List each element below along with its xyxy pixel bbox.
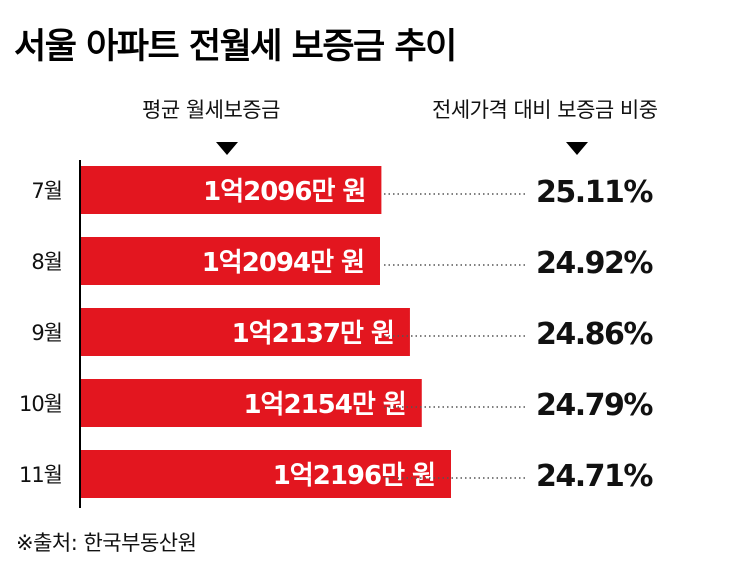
ratio-value-label: 25.11%: [536, 175, 653, 210]
category-label: 10월: [19, 392, 62, 416]
deposit-bar: [81, 166, 382, 214]
category-label: 7월: [31, 179, 62, 203]
deposit-value-label: 1억2154만 원: [243, 390, 405, 420]
deposit-bar: [81, 237, 380, 285]
deposit-column-header: 평균 월세보증금: [142, 98, 280, 122]
ratio-value-label: 24.92%: [536, 246, 653, 281]
deposit-value-label: 1억2096만 원: [203, 177, 365, 207]
ratio-header-arrow-icon: [566, 142, 588, 155]
deposit-bar: [81, 450, 451, 498]
deposit-bar: [81, 308, 410, 356]
ratio-value-label: 24.86%: [536, 317, 653, 352]
deposit-value-label: 1억2196만 원: [273, 461, 435, 491]
category-label: 9월: [31, 321, 62, 345]
ratio-value-label: 24.71%: [536, 459, 653, 494]
ratio-column-header: 전세가격 대비 보증금 비중: [432, 98, 658, 122]
ratio-value-label: 24.79%: [536, 388, 653, 423]
deposit-bar: [81, 379, 422, 427]
source-note: ※출처: 한국부동산원: [16, 531, 197, 555]
category-label: 11월: [19, 463, 62, 487]
chart-title: 서울 아파트 전월세 보증금 추이: [14, 27, 457, 67]
category-label: 8월: [31, 250, 62, 274]
deposit-value-label: 1억2137만 원: [232, 319, 394, 349]
deposit-value-label: 1억2094만 원: [202, 248, 364, 278]
deposit-header-arrow-icon: [216, 142, 238, 155]
